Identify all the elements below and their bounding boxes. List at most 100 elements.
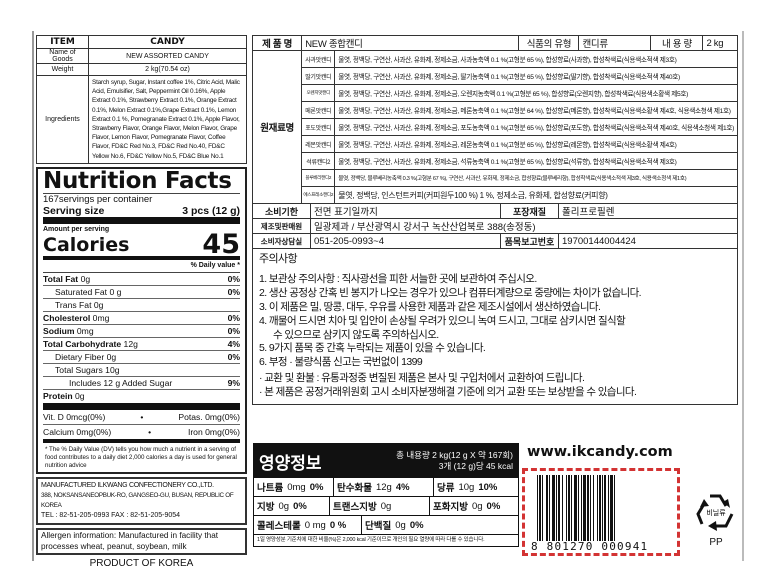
korean-nutrient-cell: 지방 0g 0% bbox=[254, 497, 330, 515]
allergen-info: Allergen information: Manufactured in fa… bbox=[36, 528, 247, 556]
barcode-bar bbox=[542, 475, 543, 541]
manufacturer-contact: TEL : 82-51-205-0993 FAX : 82-51-205-905… bbox=[41, 512, 181, 520]
nutrient-label: Includes 12 g Added Sugar bbox=[69, 377, 172, 389]
ingredient-list: 물엿, 정백당, 구연산, 사과산, 유화제, 정제소금, 석류농축액 0.1 … bbox=[334, 152, 738, 170]
barcode-bar bbox=[548, 475, 549, 541]
barcode-bar bbox=[602, 475, 603, 541]
ingredients-label: Ingredients bbox=[36, 75, 89, 164]
name-of-goods-label: Name of Goods bbox=[36, 48, 89, 64]
korean-nutrient-percent: 0% bbox=[293, 500, 307, 512]
nutrient-row: Total Carbohydrate 12g 4% bbox=[43, 338, 240, 351]
product-name-label: 제 품 명 bbox=[251, 35, 303, 51]
korean-nutrition-footnote: 1일 영양성분 기준치에 대한 비율(%)은 2,000 kcal 기준이므로 … bbox=[257, 537, 485, 543]
expiry-label: 소비기한 bbox=[252, 203, 311, 219]
website-link[interactable]: www.ikcandy.com bbox=[527, 444, 673, 460]
ingredient-row: 포도맛캔디 물엿, 정백당, 구연산, 사과산, 유화제, 정제소금, 포도농축액… bbox=[253, 118, 738, 136]
ingredient-candy-name: 에스프레소캔디2 bbox=[301, 186, 336, 204]
ingredient-row: 오렌지맛캔디 물엿, 정백당, 구연산, 사과산, 유화제, 정제소금, 오렌지농… bbox=[253, 84, 738, 102]
barcode-bar bbox=[541, 475, 542, 541]
barcode-bar bbox=[552, 475, 555, 541]
barcode-bar bbox=[555, 475, 556, 541]
nutrient-name: Includes 12 g Added Sugar bbox=[69, 377, 173, 388]
vitamin-row: Calcium 0mg(0%) • Iron 0mg(0%) bbox=[43, 425, 240, 443]
ingredient-candy-name: 포도맛캔디 bbox=[301, 118, 336, 136]
korean-nutrient-amount: 12g bbox=[375, 481, 392, 493]
ingredient-row: 딸기맛캔디 물엿, 정백당, 구연산, 사과산, 유화제, 정제소금, 딸기농축액… bbox=[253, 67, 738, 85]
korean-nutrient-name: 나트륨 bbox=[257, 483, 284, 494]
daily-value-footnote: * The % Daily Value (DV) tells you how m… bbox=[45, 445, 237, 470]
caution-section: 주의사항 1. 보관상 주의사항 : 직사광선을 피한 서늘한 곳에 보관하여 … bbox=[252, 249, 738, 406]
barcode-number: 8 801270 000941 bbox=[531, 541, 671, 553]
nutrient-amount: 0mg bbox=[92, 312, 110, 323]
korean-nutrient-amount: 0g bbox=[380, 500, 392, 512]
korean-nutrient-amount: 10g bbox=[458, 481, 475, 493]
korean-nutrient-percent: 0% bbox=[309, 481, 324, 493]
barcode-bar bbox=[566, 475, 567, 541]
caution-title: 주의사항 bbox=[259, 253, 298, 265]
nutrient-row: Trans Fat 0g bbox=[43, 299, 240, 312]
nutrient-amount: 0 g bbox=[109, 286, 122, 297]
item-table: ITEM CANDY Name of Goods NEW ASSORTED CAND… bbox=[36, 35, 247, 164]
barcode-bar bbox=[594, 475, 597, 541]
barcode-bars bbox=[537, 475, 671, 541]
ingredient-candy-name: 사과맛캔디 bbox=[301, 50, 336, 68]
barcode-bar bbox=[587, 475, 589, 541]
korean-nutrient-name: 지방 bbox=[257, 502, 275, 513]
korean-nutrient-amount: 0g bbox=[395, 519, 406, 531]
ingredient-row: 에스프레소캔디2 물엿, 정백당, 인스턴트커피(커피원두100 %) 1 %, … bbox=[253, 186, 738, 204]
nutrient-name: Cholesterol bbox=[43, 312, 91, 323]
barcode-bar bbox=[608, 475, 609, 541]
nutrient-name: Total Carbohydrate bbox=[43, 338, 122, 349]
nutrient-row: Total Sugars 10g bbox=[43, 364, 240, 377]
barcode-bar bbox=[570, 475, 571, 541]
barcode-bar bbox=[537, 475, 538, 541]
nutrient-row: Cholesterol 0mg 0% bbox=[43, 312, 240, 325]
nutrient-row: Protein 0g bbox=[43, 390, 240, 402]
weight-label: Weight bbox=[36, 63, 89, 76]
nutrient-percent: 0% bbox=[227, 273, 240, 284]
ingredient-list: 물엿, 정백당, 블루베리농축액 0.3 %(고형분 67 %), 구연산, 사… bbox=[334, 169, 738, 187]
nutrition-facts-title: Nutrition Facts bbox=[43, 169, 240, 194]
nutrient-label: Dietary Fiber 0g bbox=[55, 351, 116, 363]
korean-nutrient-name: 당류 bbox=[437, 483, 455, 494]
barcode-bar bbox=[572, 475, 574, 541]
korean-nutrient-name: 트랜스지방 bbox=[333, 502, 377, 513]
barcode-bar bbox=[538, 475, 539, 541]
nutrient-rows: Total Fat 0g 0% Saturated Fat 0 g 0% Trans F… bbox=[43, 273, 240, 402]
serving-size-label: Serving size bbox=[43, 204, 105, 217]
barcode-bar bbox=[568, 475, 570, 541]
potassium: Potas. 0mg(0%) bbox=[178, 411, 240, 422]
korean-nutrient-cell: 당류 10g 10% bbox=[434, 478, 518, 496]
amount-per-serving: Amount per serving bbox=[43, 225, 110, 233]
ingredient-row: 레몬맛캔디 물엿, 정백당, 구연산, 사과산, 유화제, 정제소금, 레몬농축액… bbox=[253, 135, 738, 153]
nutrient-name: Dietary Fiber bbox=[55, 351, 105, 362]
serving-size-value: 3 pcs (12 g) bbox=[182, 204, 240, 217]
nutrient-percent: 0% bbox=[227, 325, 240, 336]
korean-label-column: 제 품 명 NEW 종합캔디 식품의 유형 캔디류 내 용 량 2 kg 원재료… bbox=[251, 35, 738, 406]
thick-divider bbox=[43, 402, 240, 410]
korean-nutrient-cell: 콜레스테롤 0 mg 0 % bbox=[254, 516, 362, 534]
nutrient-name: Trans Fat bbox=[55, 299, 92, 310]
ingredient-candy-name: 레몬맛캔디 bbox=[301, 135, 336, 153]
ingredient-candy-name: 석류캔디2 bbox=[301, 152, 336, 170]
nutrient-name: Total Sugars bbox=[55, 364, 103, 375]
nutrient-row: Dietary Fiber 0g 0% bbox=[43, 351, 240, 364]
vitamin-d: Vit. D 0mcg(0%) bbox=[43, 411, 106, 422]
barcode-bar bbox=[563, 475, 566, 541]
maker-label: 제조및판매원 bbox=[252, 218, 311, 234]
caution-item: 6. 부정 · 불량식품 신고는 국번없이 1399 bbox=[259, 356, 423, 369]
korean-nutrient-amount: 0g bbox=[471, 500, 483, 512]
maker-value: 일광제과 / 부산광역시 강서구 녹산산업북로 388(송정동) bbox=[310, 218, 738, 234]
servings-per-container: 167servings per container bbox=[43, 193, 153, 205]
per-serving-kcal: 3개 (12 g)당 45 kcal bbox=[438, 461, 513, 471]
calories-row: Calories 45 bbox=[43, 231, 240, 260]
label-frame bbox=[32, 31, 744, 561]
weight-value: 2 kg(70.54 oz) bbox=[88, 63, 247, 76]
korean-nutrient-row: 지방 0g 0% 트랜스지방 0g 포화지방 0g 0% bbox=[254, 497, 518, 516]
nutrient-name: Sodium bbox=[43, 325, 75, 336]
korean-nutrient-percent: 0 % bbox=[329, 519, 347, 531]
bullet: • bbox=[148, 426, 152, 437]
barcode-bar bbox=[562, 475, 563, 541]
nutrient-label: Sodium 0mg bbox=[43, 325, 94, 337]
barcode-bar bbox=[574, 475, 577, 541]
